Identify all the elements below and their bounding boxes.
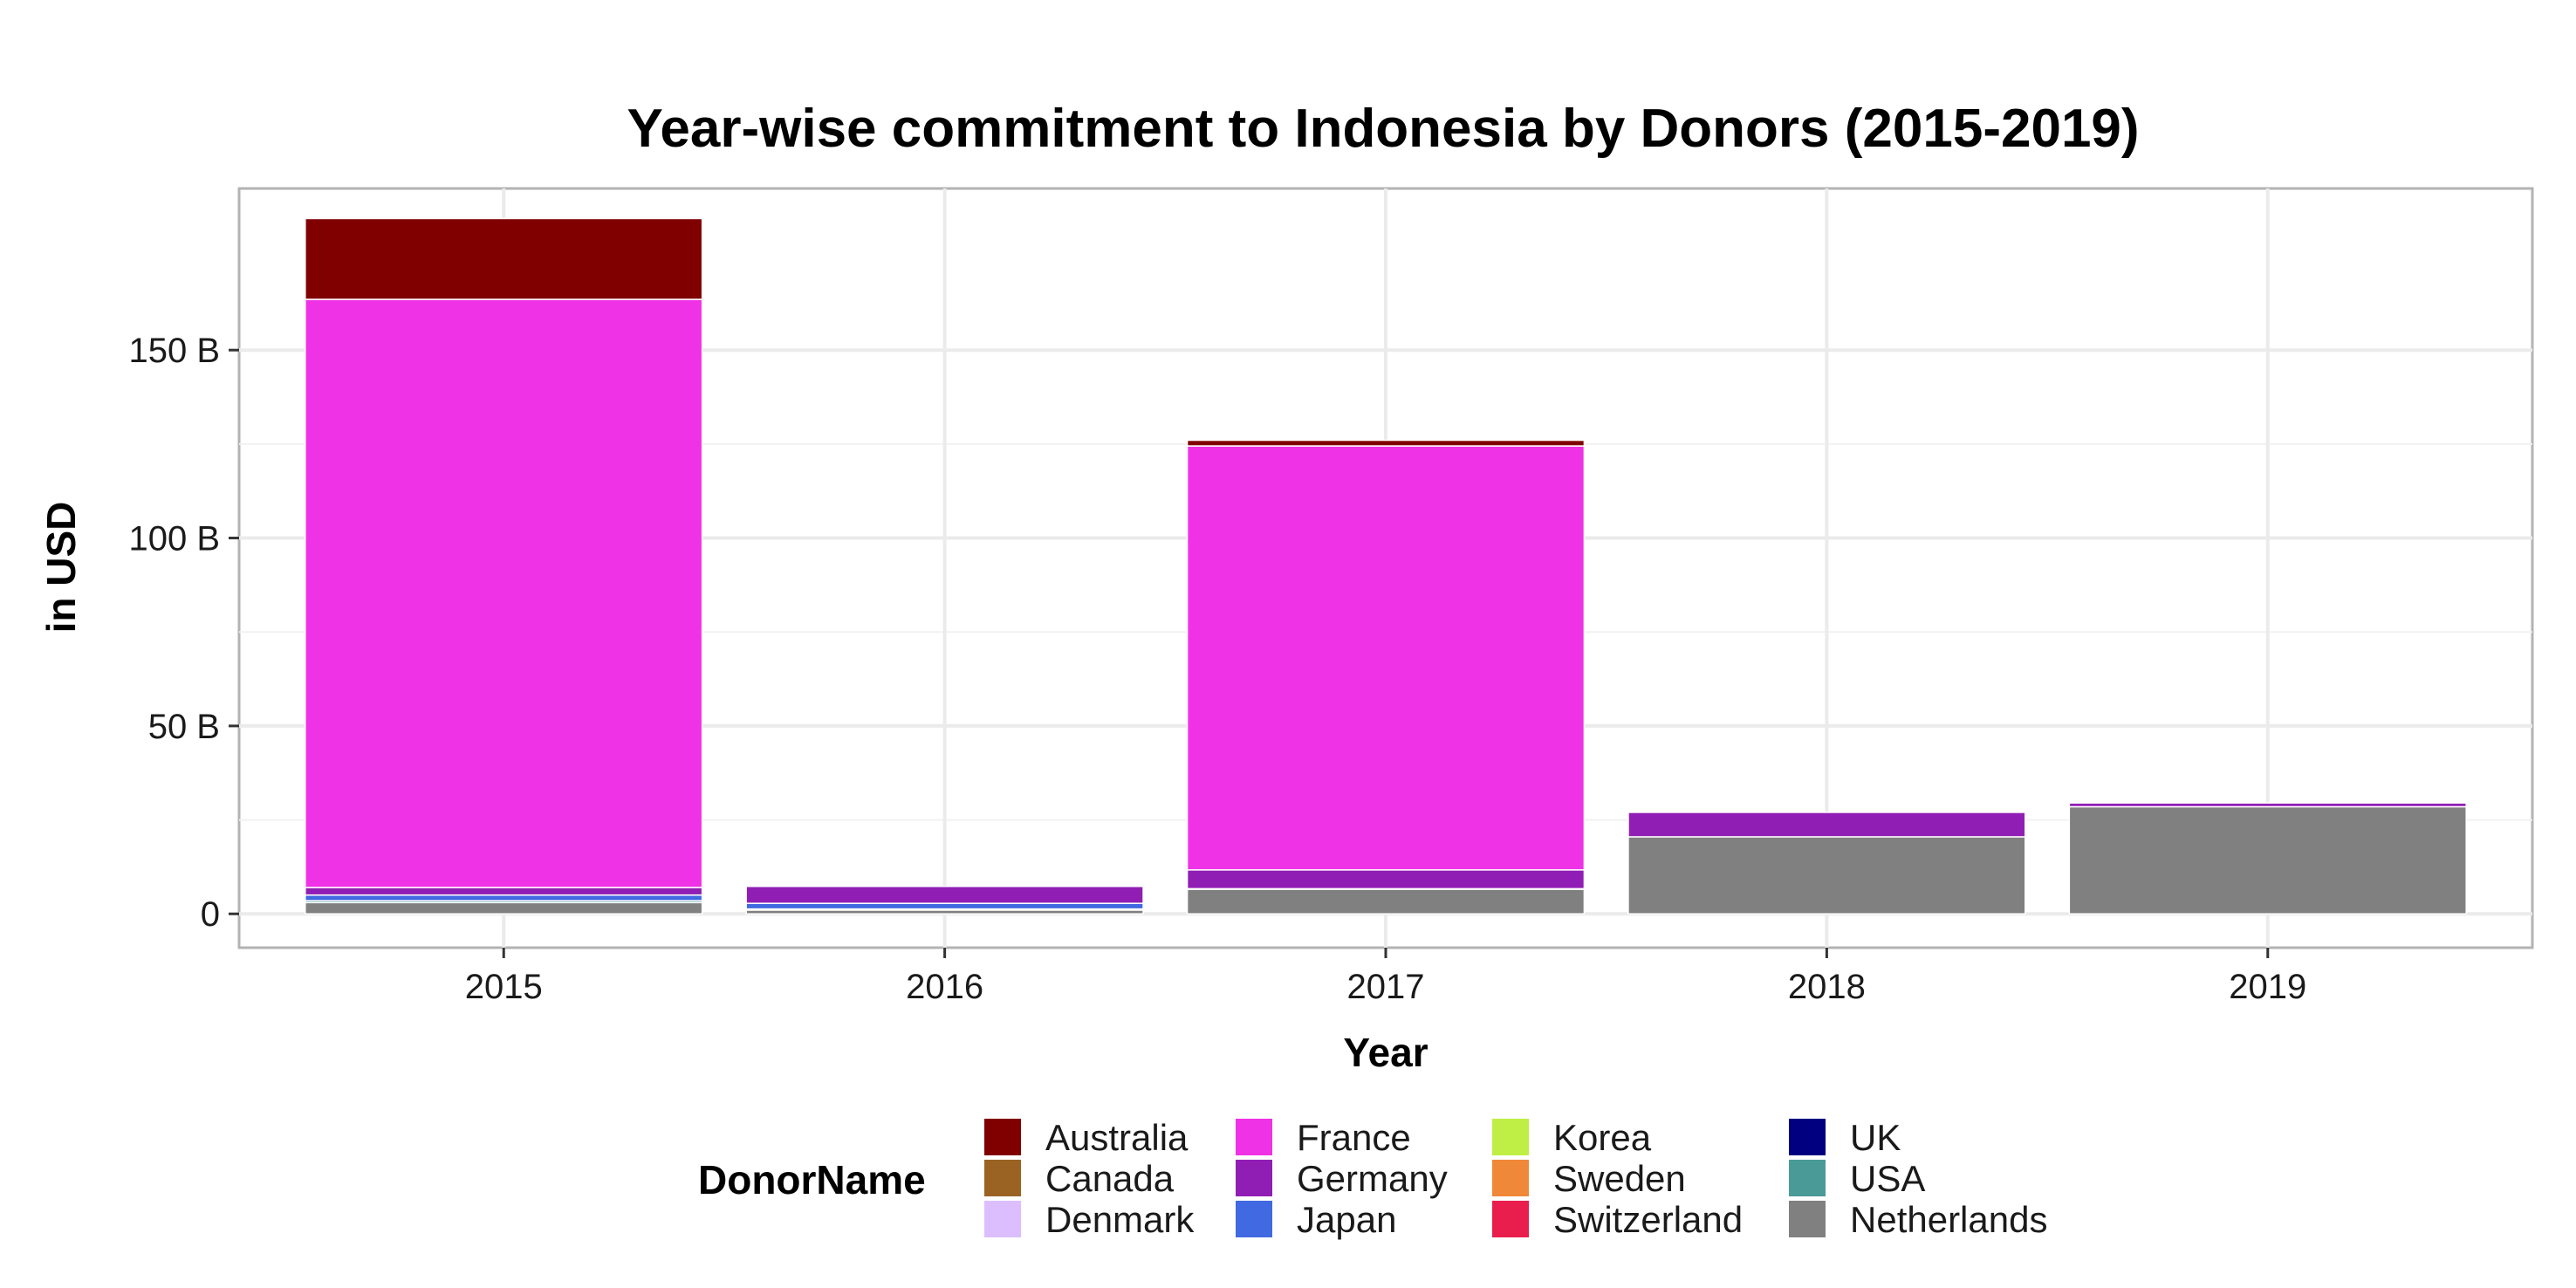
legend-key-uk — [1789, 1119, 1826, 1155]
bar-segment-france-2017 — [1186, 445, 1586, 871]
x-axis: 2015 2016 2017 2018 2019 — [465, 948, 2306, 1006]
legend-key-korea — [1492, 1119, 1529, 1155]
legend-key-japan — [1236, 1201, 1272, 1237]
x-tick-label: 2016 — [906, 968, 983, 1006]
bar-segment-netherlands-2017 — [1186, 888, 1586, 915]
bars — [305, 217, 2467, 915]
x-tick-label: 2015 — [465, 968, 543, 1006]
bar-segment-australia-2015 — [305, 217, 703, 300]
legend-label: France — [1297, 1117, 1411, 1158]
bar-segment-france-2015 — [305, 298, 703, 888]
legend-label: Switzerland — [1553, 1199, 1743, 1240]
x-tick-label: 2018 — [1788, 968, 1866, 1006]
bar-segment-germany-2019 — [2068, 802, 2467, 808]
legend-key-france — [1236, 1119, 1272, 1155]
legend-label: UK — [1850, 1117, 1901, 1158]
x-tick-label: 2017 — [1347, 968, 1425, 1006]
y-tick-label: 150 B — [128, 332, 220, 370]
y-tick-label: 50 B — [148, 708, 220, 746]
bar-segment-australia-2017 — [1186, 439, 1586, 447]
bar-segment-netherlands-2018 — [1627, 836, 2026, 915]
legend-label: Canada — [1045, 1158, 1175, 1199]
legend-key-canada — [984, 1160, 1021, 1196]
y-axis: 0 50 B 100 B 150 B — [128, 332, 239, 934]
legend-label: Japan — [1297, 1199, 1396, 1240]
x-axis-title: Year — [1343, 1030, 1428, 1075]
legend-label: Denmark — [1045, 1199, 1195, 1240]
legend-label: Sweden — [1553, 1158, 1686, 1199]
legend-title: DonorName — [698, 1157, 926, 1202]
legend-key-denmark — [984, 1201, 1021, 1237]
legend-key-sweden — [1492, 1160, 1529, 1196]
bar-segment-germany-2016 — [745, 886, 1144, 904]
legend-key-usa — [1789, 1160, 1826, 1196]
chart-title: Year-wise commitment to Indonesia by Don… — [627, 99, 2139, 159]
y-tick-label: 0 — [201, 895, 220, 934]
bar-segment-japan-2016 — [745, 902, 1144, 910]
legend-key-germany — [1236, 1160, 1272, 1196]
y-axis-title: in USD — [38, 502, 84, 634]
bar-segment-netherlands-2015 — [305, 901, 703, 915]
legend-key-switzerland — [1492, 1201, 1529, 1237]
legend-label: Australia — [1045, 1117, 1189, 1158]
x-tick-label: 2019 — [2229, 968, 2306, 1006]
legend-label: Korea — [1553, 1117, 1652, 1158]
y-tick-label: 100 B — [128, 520, 220, 558]
legend-label: Germany — [1297, 1158, 1448, 1199]
legend-key-netherlands — [1789, 1201, 1826, 1237]
bar-segment-germany-2015 — [305, 887, 703, 896]
bar-segment-germany-2017 — [1186, 869, 1586, 890]
legend-key-australia — [984, 1119, 1021, 1155]
bar-segment-netherlands-2019 — [2068, 805, 2467, 915]
legend-label: Netherlands — [1850, 1199, 2047, 1240]
legend-label: USA — [1850, 1158, 1925, 1199]
bar-segment-japan-2015 — [305, 894, 703, 901]
bar-segment-germany-2018 — [1627, 812, 2026, 838]
